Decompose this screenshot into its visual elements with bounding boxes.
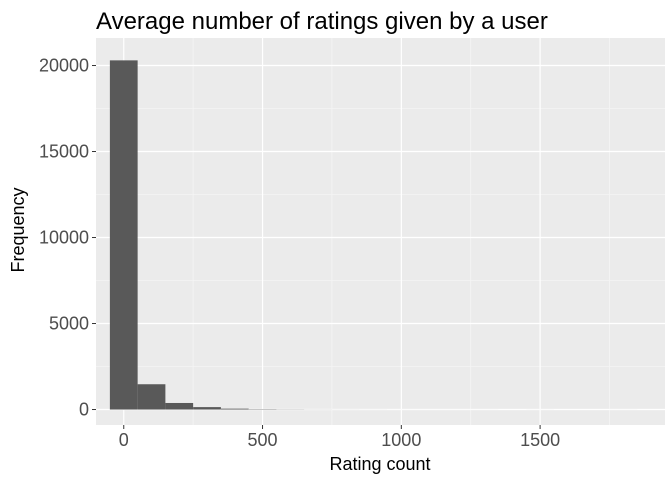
chart-title: Average number of ratings given by a use… [96, 8, 548, 35]
histogram-bar-4 [221, 409, 249, 410]
x-tick-label: 500 [248, 430, 278, 450]
histogram-bar-0 [110, 60, 138, 409]
y-axis: 0 5000 10000 15000 20000 [39, 56, 96, 420]
x-tick-label: 1000 [381, 430, 421, 450]
histogram-bar-2 [165, 403, 193, 410]
plot-panel-background [96, 38, 665, 425]
y-tick-label: 20000 [39, 56, 89, 76]
histogram-bar-3 [193, 407, 221, 409]
x-axis-title: Rating count [329, 454, 430, 474]
y-tick-label: 15000 [39, 142, 89, 162]
y-tick-label: 0 [79, 400, 89, 420]
x-axis: 0 500 1000 1500 [119, 425, 560, 450]
y-axis-title: Frequency [8, 187, 28, 272]
plot-panel [96, 38, 665, 425]
y-tick-label: 10000 [39, 228, 89, 248]
histogram-bar-1 [138, 384, 166, 409]
x-tick-label: 0 [119, 430, 129, 450]
y-tick-label: 5000 [49, 314, 89, 334]
x-tick-label: 1500 [520, 430, 560, 450]
